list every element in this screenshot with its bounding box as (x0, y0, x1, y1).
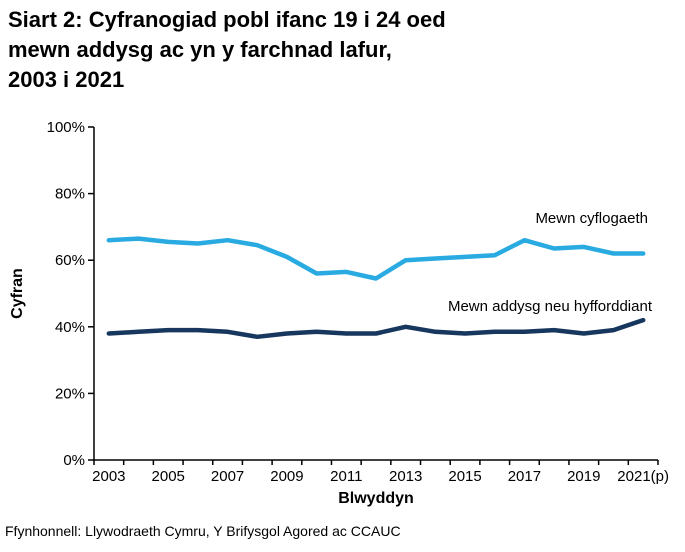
chart-title-line-3: 2003 i 2021 (8, 67, 125, 92)
y-tick-label: 60% (55, 252, 85, 269)
x-tick-label: 2015 (448, 468, 481, 485)
x-tick-label: 2009 (270, 468, 303, 485)
y-axis-title: Cyfran (9, 268, 26, 319)
line-chart: 0% 20% 40% 60% 80% 100% 2003 2005 2007 2009 2011 20… (9, 119, 669, 507)
source-note: Ffynhonnell: Llywodraeth Cymru, Y Brifys… (5, 523, 401, 539)
series-line-addysg (106, 317, 646, 340)
series-line-cyflogaeth (106, 236, 646, 281)
x-axis-title: Blwyddyn (338, 490, 414, 507)
x-tick-label: 2011 (330, 468, 362, 485)
x-tick-label: 2013 (389, 468, 422, 485)
x-tick-label: 2017 (508, 468, 541, 485)
series-label-cyflogaeth: Mewn cyflogaeth (535, 210, 648, 227)
y-tick-label: 20% (55, 385, 85, 402)
x-tick-label: 2021(p) (617, 468, 669, 485)
y-tick-label: 80% (55, 186, 85, 203)
x-tick-label: 2005 (152, 468, 185, 485)
y-tick-label: 40% (55, 319, 85, 336)
y-tick-label: 0% (63, 452, 85, 469)
x-tick-label: 2019 (567, 468, 600, 485)
x-tick-label: 2007 (211, 468, 244, 485)
series-label-addysg: Mewn addysg neu hyfforddiant (448, 298, 653, 315)
chart-title-line-2: mewn addysg ac yn y farchnad lafur, (8, 37, 392, 62)
x-tick-label: 2003 (92, 468, 125, 485)
chart-title: Siart 2: Cyfranogiad pobl ifanc 19 i 24 … (8, 5, 446, 95)
y-tick-label: 100% (47, 119, 85, 136)
chart-title-line-1: Siart 2: Cyfranogiad pobl ifanc 19 i 24 … (8, 7, 446, 32)
